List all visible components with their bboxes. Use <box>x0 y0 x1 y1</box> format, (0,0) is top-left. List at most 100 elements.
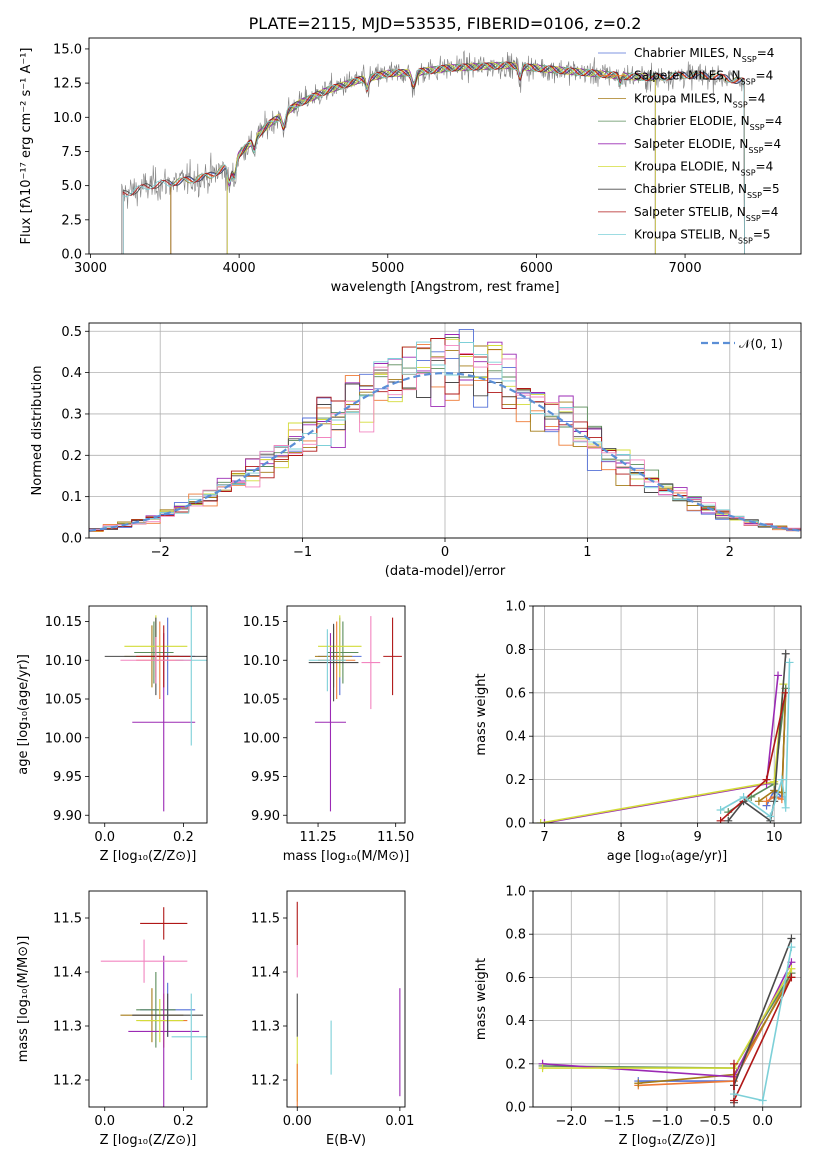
x-tick-label: 0.0 <box>94 1114 115 1129</box>
panel-age-Z: 0.0 0.2 9.90 9.95 10.00 10.05 10.10 10.15 Z [log… <box>16 605 208 864</box>
y-tick-label: 11.2 <box>53 1074 82 1089</box>
x-tick-label: 5000 <box>371 261 404 276</box>
plot-area <box>121 50 745 254</box>
weight-marker <box>774 671 783 680</box>
x-tick-label: 6000 <box>520 261 553 276</box>
x-tick-label: −2 <box>151 545 170 560</box>
weight-marker <box>716 816 725 823</box>
legend-label: Salpeter STELIB, NSSP=4 <box>634 205 778 223</box>
legend-label: Chabrier STELIB, NSSP=5 <box>634 182 780 200</box>
y-tick-label: 0.2 <box>505 773 526 788</box>
y-tick-label: 10.05 <box>243 693 280 708</box>
x-axis-label: (data-model)/error <box>385 564 506 579</box>
residual-histogram <box>89 341 801 531</box>
x-axis-label: wavelength [Angstrom, rest frame] <box>331 280 560 295</box>
panel-weight-Z: −2.0 −1.5 −1.0 −0.5 0.0 0.0 0.2 0.4 0.6 0.8 1.0 Z [… <box>474 885 802 1148</box>
y-tick-label: 0.3 <box>61 407 82 422</box>
legend-label: Salpeter ELODIE, NSSP=4 <box>634 137 781 155</box>
y-tick-label: 0.0 <box>505 1101 526 1116</box>
y-axis-label: mass [log₁₀(M/M⊙)] <box>16 936 31 1063</box>
panel-mass-Z: 0.0 0.2 11.2 11.3 11.4 11.5 Z [log₁₀(Z/Z⊙)] mas… <box>16 890 208 1148</box>
weight-marker <box>766 812 775 821</box>
panel-age-mass: 11.25 11.50 9.90 9.95 10.00 10.05 10.10 10.15 ma… <box>243 605 414 864</box>
weight-marker <box>787 943 796 952</box>
weight-marker <box>758 1096 767 1105</box>
axes-frame <box>88 890 208 1108</box>
x-axis-label: E(B-V) <box>326 1133 366 1148</box>
x-tick-label: 1 <box>583 545 591 560</box>
axes-frame <box>286 605 406 824</box>
weight-marker <box>716 805 725 814</box>
x-tick-label: −1 <box>293 545 312 560</box>
x-axis-label: mass [log₁₀(M/M⊙)] <box>283 849 410 864</box>
y-tick-label: 12.5 <box>53 77 82 92</box>
y-tick-label: 11.3 <box>251 1020 280 1035</box>
x-tick-label: −1.5 <box>603 1114 635 1129</box>
y-tick-label: 9.90 <box>251 809 280 824</box>
y-tick-label: 0.0 <box>505 817 526 832</box>
legend-label: Kroupa STELIB, NSSP=5 <box>634 228 771 246</box>
weight-marker <box>787 964 796 973</box>
x-tick-label: −1.0 <box>651 1114 683 1129</box>
x-tick-label: 4000 <box>223 261 256 276</box>
y-tick-label: 0.4 <box>505 730 526 745</box>
y-tick-label: 2.5 <box>61 213 82 228</box>
x-tick-label: −2.0 <box>555 1114 587 1129</box>
y-axis-label: Flux [fλ10⁻¹⁷ erg cm⁻² s⁻¹ A⁻¹] <box>19 48 34 245</box>
model-spectrum-kroupa-stelib <box>122 61 745 254</box>
legend-label: Chabrier ELODIE, NSSP=4 <box>634 114 782 132</box>
axes-frame <box>532 605 802 824</box>
weight-marker <box>730 1059 738 1068</box>
y-tick-label: 0.4 <box>505 1014 526 1029</box>
weight-marker <box>536 819 545 823</box>
weight-marker <box>781 649 790 658</box>
axes-frame <box>286 890 406 1108</box>
y-axis-label: Normed distribution <box>30 366 45 496</box>
weight-marker <box>754 797 763 806</box>
y-tick-label: 10.10 <box>243 654 280 669</box>
y-tick-label: 10.0 <box>53 111 82 126</box>
weight-marker <box>785 658 794 667</box>
weight-marker <box>538 1064 547 1073</box>
model-spectrum-salpeter-elodie <box>226 61 656 254</box>
y-tick-label: 9.95 <box>251 770 280 785</box>
y-axis-label: age [log₁₀(age/yr)] <box>16 654 31 775</box>
y-tick-label: 10.00 <box>45 731 82 746</box>
x-tick-label: 0.00 <box>283 1114 312 1129</box>
y-tick-label: 11.5 <box>251 912 280 927</box>
y-tick-label: 11.3 <box>53 1020 82 1035</box>
y-tick-label: 10.05 <box>45 693 82 708</box>
weight-marker <box>730 1090 738 1099</box>
axes-frame <box>88 605 208 824</box>
weight-marker <box>724 816 733 823</box>
x-tick-label: 11.50 <box>377 830 414 845</box>
legend-label: Salpeter MILES, NSSP=4 <box>634 69 773 87</box>
panel-weight-age: 7 8 9 10 0.0 0.2 0.4 0.6 0.8 1.0 age [log₁₀(age/yr… <box>474 600 802 864</box>
y-tick-label: 0.1 <box>61 490 82 505</box>
weight-marker <box>739 792 748 801</box>
weight-marker <box>787 973 796 982</box>
x-tick-label: −0.5 <box>699 1114 731 1129</box>
x-tick-label: 7000 <box>669 261 702 276</box>
weight-marker <box>762 797 771 806</box>
weight-marker <box>634 1079 643 1088</box>
x-tick-label: 0 <box>441 545 449 560</box>
y-tick-label: 11.5 <box>53 912 82 927</box>
plot-area <box>538 934 796 1107</box>
plot-area <box>308 615 402 812</box>
axes-frame <box>532 890 802 1108</box>
panel-mass-ebv: 0.00 0.01 11.2 11.3 11.4 11.5 E(B-V) <box>251 890 414 1148</box>
y-tick-label: 11.2 <box>251 1074 280 1089</box>
y-axis-label: mass weight <box>474 958 489 1040</box>
weight-marker <box>777 775 786 784</box>
chart-title: PLATE=2115, MJD=53535, FIBERID=0106, z=0… <box>249 14 642 33</box>
x-tick-label: 0.2 <box>173 1114 194 1129</box>
y-tick-label: 0.8 <box>505 928 526 943</box>
x-axis-label: age [log₁₀(age/yr)] <box>607 849 728 864</box>
weight-line <box>540 684 785 823</box>
weight-marker <box>540 819 549 823</box>
legend-label: 𝒩(0, 1) <box>739 337 783 351</box>
y-tick-label: 0.2 <box>61 449 82 464</box>
observed-spectrum <box>121 50 745 254</box>
